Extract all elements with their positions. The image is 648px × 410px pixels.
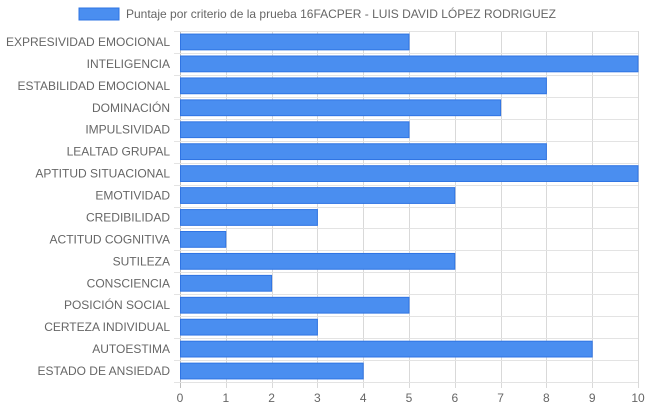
bar[interactable]: [180, 274, 273, 292]
category-label: SUTILEZA: [113, 254, 170, 268]
bars: [180, 33, 639, 380]
category-label: ESTABILIDAD EMOCIONAL: [18, 79, 171, 93]
category-label: APTITUD SITUACIONAL: [35, 167, 170, 181]
x-tick-label: 1: [222, 391, 229, 405]
bar[interactable]: [180, 99, 502, 117]
x-tick-label: 0: [177, 391, 184, 405]
category-label: EXPRESIVIDAD EMOCIONAL: [6, 35, 170, 49]
legend-label[interactable]: Puntaje por criterio de la prueba 16FACP…: [126, 6, 556, 21]
category-label: CONSCIENCIA: [87, 276, 170, 290]
x-tick-label: 9: [589, 391, 596, 405]
bar[interactable]: [180, 121, 410, 139]
x-tick-label: 5: [406, 391, 413, 405]
category-label: ESTADO DE ANSIEDAD: [38, 364, 171, 378]
bar[interactable]: [180, 187, 456, 204]
category-label: POSICIÓN SOCIAL: [64, 297, 170, 312]
category-label: CERTEZA INDIVIDUAL: [44, 320, 170, 334]
category-label: LEALTAD GRUPAL: [67, 145, 171, 159]
bar[interactable]: [180, 33, 410, 51]
category-label: INTELIGENCIA: [87, 57, 170, 71]
x-tick-label: 2: [268, 391, 275, 405]
x-tick-label: 3: [314, 391, 321, 405]
bar[interactable]: [180, 231, 227, 248]
legend-swatch[interactable]: [78, 7, 120, 21]
category-label: AUTOESTIMA: [92, 342, 170, 356]
x-tick-label: 6: [451, 391, 458, 405]
category-label: DOMINACIÓN: [92, 100, 170, 115]
x-tick-labels: 0 1 2 3 4 5 6 7 8 9 10: [177, 391, 645, 405]
bar[interactable]: [180, 77, 547, 95]
legend[interactable]: Puntaje por criterio de la prueba 16FACP…: [78, 6, 556, 21]
category-label: IMPULSIVIDAD: [85, 123, 170, 137]
bar[interactable]: [180, 318, 318, 336]
bar[interactable]: [180, 362, 364, 380]
category-label: ACTITUD COGNITIVA: [50, 232, 170, 246]
category-labels: EXPRESIVIDAD EMOCIONAL INTELIGENCIA ESTABI…: [6, 35, 170, 378]
bar[interactable]: [180, 296, 410, 314]
x-tick-label: 4: [360, 391, 367, 405]
x-tick-label: 7: [497, 391, 504, 405]
bar[interactable]: [180, 209, 318, 226]
bar[interactable]: [180, 340, 593, 358]
x-tick-label: 8: [543, 391, 550, 405]
category-label: EMOTIVIDAD: [95, 189, 170, 203]
bar[interactable]: [180, 252, 456, 270]
bar[interactable]: [180, 55, 639, 73]
category-label: CREDIBILIDAD: [86, 210, 170, 224]
x-tick-label: 10: [631, 391, 645, 405]
bar[interactable]: [180, 165, 639, 182]
bar[interactable]: [180, 143, 547, 161]
